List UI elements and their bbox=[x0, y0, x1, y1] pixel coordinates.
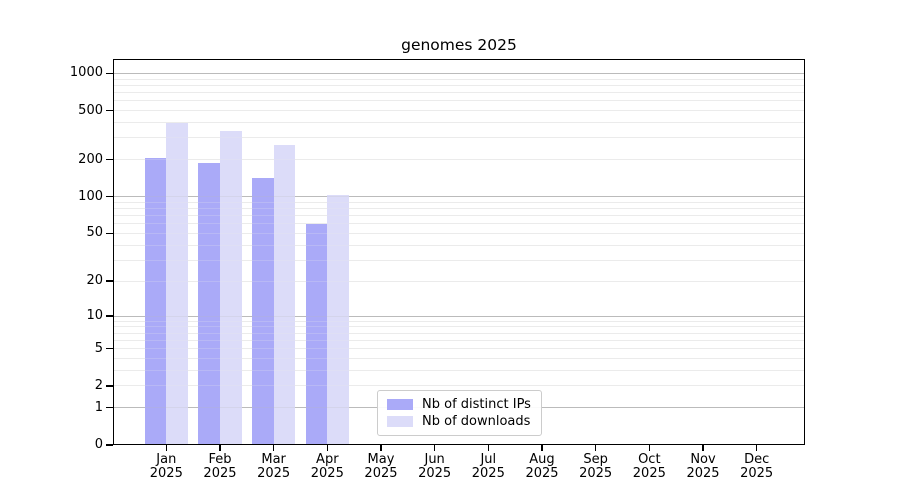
legend-label-downloads: Nb of downloads bbox=[422, 414, 531, 429]
y-tick-label-100: 100 bbox=[78, 188, 103, 204]
gridline-minor bbox=[113, 280, 805, 282]
bar-ips-feb bbox=[198, 163, 220, 445]
gridline-minor bbox=[113, 232, 805, 234]
bar-downloads-apr bbox=[327, 195, 350, 445]
x-tick-label-nov: Nov 2025 bbox=[686, 451, 720, 481]
plot-area: Nb of distinct IPs Nb of downloads bbox=[113, 59, 805, 445]
gridline-minor bbox=[113, 332, 805, 334]
x-tick-mark-may bbox=[380, 445, 382, 451]
y-tick-mark-200 bbox=[106, 158, 113, 161]
x-tick-mark-jul bbox=[487, 445, 490, 451]
gridline-minor bbox=[113, 92, 805, 93]
y-tick-mark-1 bbox=[106, 406, 113, 409]
x-tick-label-jun: Jun 2025 bbox=[418, 451, 452, 481]
chart-title: genomes 2025 bbox=[401, 36, 517, 54]
legend-item-downloads: Nb of downloads bbox=[387, 414, 532, 429]
gridlines-layer bbox=[113, 59, 805, 445]
gridline-minor bbox=[113, 78, 805, 80]
y-tick-label-1000: 1000 bbox=[69, 65, 103, 81]
legend-label-ips: Nb of distinct IPs bbox=[422, 397, 531, 412]
x-tick-label-dec: Dec 2025 bbox=[740, 451, 774, 481]
gridline-major bbox=[113, 72, 805, 74]
gridline-minor bbox=[113, 339, 805, 341]
y-tick-mark-0 bbox=[106, 444, 113, 446]
y-tick-mark-10 bbox=[106, 315, 113, 317]
gridline-minor bbox=[113, 244, 805, 246]
y-tick-label-1: 1 bbox=[94, 399, 103, 415]
x-tick-mark-dec bbox=[755, 445, 758, 451]
bar-downloads-jan bbox=[166, 123, 189, 445]
bar-ips-jan bbox=[144, 157, 167, 445]
x-tick-mark-sep bbox=[594, 445, 597, 451]
x-tick-mark-jun bbox=[433, 445, 436, 451]
y-tick-mark-2 bbox=[106, 385, 113, 387]
x-tick-mark-aug bbox=[541, 445, 543, 451]
x-tick-label-oct: Oct 2025 bbox=[632, 451, 666, 481]
legend-item-ips: Nb of distinct IPs bbox=[387, 397, 532, 412]
x-tick-mark-mar bbox=[272, 445, 275, 451]
gridline-minor bbox=[113, 137, 805, 139]
y-tick-label-500: 500 bbox=[78, 102, 103, 118]
gridline-minor bbox=[113, 320, 805, 322]
x-tick-label-apr: Apr 2025 bbox=[310, 451, 344, 481]
gridline-minor bbox=[113, 215, 805, 217]
legend-swatch-downloads bbox=[387, 416, 413, 427]
gridline-minor bbox=[113, 369, 805, 371]
gridline-minor bbox=[113, 159, 805, 161]
x-tick-label-jan: Jan 2025 bbox=[149, 451, 183, 481]
y-tick-mark-100 bbox=[106, 195, 113, 198]
gridline-minor bbox=[113, 201, 805, 203]
gridline-major bbox=[113, 196, 805, 198]
x-tick-label-mar: Mar 2025 bbox=[257, 451, 291, 481]
y-tick-label-200: 200 bbox=[78, 151, 103, 167]
gridline-minor bbox=[113, 122, 805, 124]
gridline-minor bbox=[113, 110, 805, 112]
gridline-major bbox=[113, 315, 805, 317]
y-tick-label-5: 5 bbox=[94, 340, 103, 356]
gridline-minor bbox=[113, 208, 805, 210]
x-tick-label-may: May 2025 bbox=[364, 451, 398, 481]
y-tick-mark-5 bbox=[106, 347, 113, 350]
y-tick-label-2: 2 bbox=[94, 377, 103, 393]
y-tick-label-10: 10 bbox=[86, 308, 103, 323]
y-tick-label-20: 20 bbox=[86, 273, 103, 289]
gridline-minor bbox=[113, 385, 805, 387]
y-tick-label-50: 50 bbox=[86, 225, 103, 241]
x-tick-mark-jan bbox=[165, 445, 168, 451]
bar-downloads-mar bbox=[273, 144, 296, 445]
gridline-minor bbox=[113, 84, 805, 86]
gridline-minor bbox=[113, 357, 805, 359]
y-tick-label-0: 0 bbox=[94, 437, 103, 452]
bars-layer bbox=[113, 59, 805, 445]
bar-ips-apr bbox=[305, 223, 328, 445]
x-tick-mark-apr bbox=[326, 445, 329, 451]
gridline-minor bbox=[113, 223, 805, 225]
gridline-minor bbox=[113, 259, 805, 261]
gridline-minor bbox=[113, 100, 805, 102]
x-tick-mark-nov bbox=[702, 445, 704, 451]
gridline-minor bbox=[113, 348, 805, 350]
x-tick-label-jul: Jul 2025 bbox=[471, 451, 505, 481]
x-tick-label-feb: Feb 2025 bbox=[203, 451, 237, 481]
legend: Nb of distinct IPs Nb of downloads bbox=[377, 390, 542, 436]
legend-swatch-ips bbox=[387, 399, 413, 410]
y-tick-mark-20 bbox=[106, 280, 113, 282]
x-tick-mark-feb bbox=[219, 445, 221, 451]
x-tick-mark-oct bbox=[648, 445, 651, 451]
bar-downloads-feb bbox=[219, 130, 242, 445]
bar-ips-mar bbox=[251, 178, 274, 445]
y-tick-mark-500 bbox=[106, 109, 113, 112]
x-tick-label-aug: Aug 2025 bbox=[525, 451, 559, 481]
x-tick-label-sep: Sep 2025 bbox=[579, 451, 613, 481]
y-tick-mark-50 bbox=[106, 232, 113, 235]
gridline-minor bbox=[113, 326, 805, 328]
y-tick-mark-1000 bbox=[106, 72, 113, 75]
